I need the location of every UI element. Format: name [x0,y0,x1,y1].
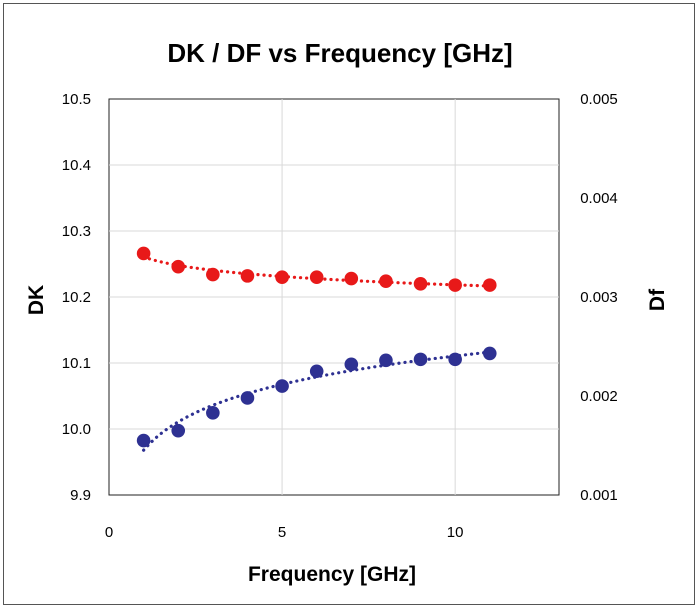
data-point [171,259,186,274]
y-tick-label: 10.1 [62,355,91,372]
data-point [275,379,289,393]
dk-df-chart: DK / DF vs Frequency [GHz] 9.9 10.0 10.1 10… [25,38,669,586]
y-axis-title: DK [25,285,48,315]
data-point [171,423,186,438]
tick-labels: 9.9 10.0 10.1 10.2 10.3 10.4 10.5 0.001 0.002 0.0… [62,91,618,541]
y2-tick-label: 0.002 [580,388,618,405]
data-point [482,278,497,292]
y2-axis-title: Df [646,288,669,311]
data-point [448,278,462,292]
y-tick-label: 10.0 [62,421,91,438]
x-tick-label: 5 [278,524,286,541]
x-axis-title: Frequency [GHz] [248,563,416,586]
series-1 [136,246,497,292]
data-point [344,357,359,372]
series-2 [136,346,497,452]
data-point [413,277,428,291]
data-point [206,406,220,420]
gridlines [109,99,559,495]
data-point [344,271,359,286]
x-tick-label: 10 [447,524,464,541]
y-tick-label: 10.3 [62,223,91,240]
x-tick-label: 0 [105,524,113,541]
y-tick-label: 10.5 [62,91,91,108]
y2-tick-label: 0.001 [580,487,618,504]
y-tick-label: 9.9 [70,487,91,504]
chart-title: DK / DF vs Frequency [GHz] [167,38,512,68]
data-point [240,269,255,283]
data-point [240,391,255,405]
data-point [379,274,393,288]
y-tick-label: 10.4 [62,157,91,174]
data-point [206,267,220,282]
data-point [413,352,428,367]
y2-tick-label: 0.003 [580,289,618,306]
data-point [309,270,324,285]
data-point [482,346,497,361]
data-point [275,270,289,285]
series [136,246,497,452]
y2-tick-label: 0.005 [580,91,618,108]
chart-frame: DK / DF vs Frequency [GHz] 9.9 10.0 10.1 10… [3,3,695,605]
y2-tick-label: 0.004 [580,190,618,207]
data-point [309,364,324,379]
data-point [136,246,151,261]
data-point [379,353,393,368]
y-tick-label: 10.2 [62,289,91,306]
data-point [448,352,462,367]
data-point [136,433,151,448]
